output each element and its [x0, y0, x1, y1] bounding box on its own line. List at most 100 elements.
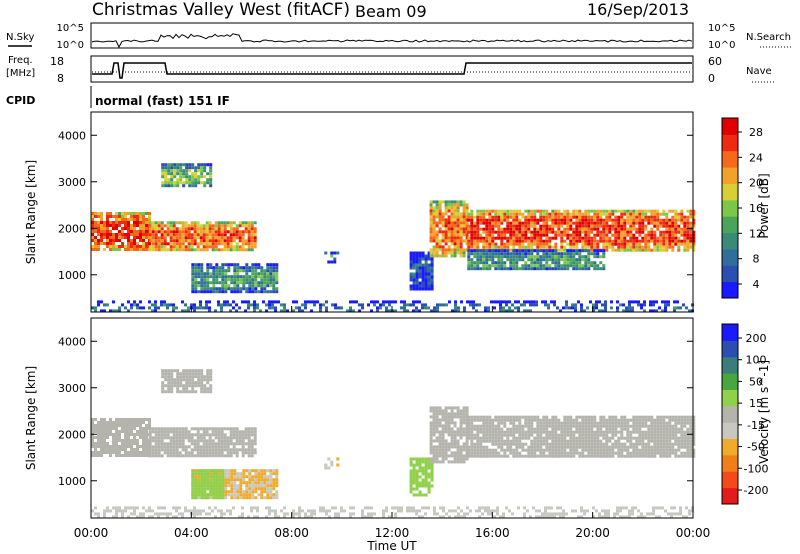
- heatmap-cell: [247, 221, 251, 225]
- heatmap-cell: [614, 227, 618, 231]
- heatmap-cell: [160, 448, 164, 452]
- heatmap-cell: [190, 224, 194, 228]
- heatmap-cell: [459, 233, 463, 237]
- heatmap-cell: [444, 418, 448, 422]
- heatmap-cell: [551, 424, 555, 428]
- heatmap-cell: [254, 490, 258, 494]
- heatmap-cell: [214, 233, 218, 237]
- heatmap-cell: [671, 245, 675, 249]
- heatmap-cell: [473, 261, 477, 265]
- heatmap-cell: [605, 215, 609, 219]
- heatmap-cell: [109, 418, 112, 421]
- heatmap-cell: [482, 433, 486, 437]
- heatmap-cell: [310, 300, 313, 304]
- heatmap-cell: [628, 309, 631, 313]
- heatmap-cell: [242, 275, 246, 279]
- heatmap-cell: [617, 418, 621, 422]
- heatmap-cell: [182, 384, 186, 388]
- heatmap-cell: [491, 255, 495, 259]
- heatmap-cell: [218, 481, 222, 485]
- heatmap-cell: [524, 264, 528, 268]
- heatmap-cell: [227, 472, 231, 476]
- heatmap-cell: [638, 433, 642, 437]
- heatmap-cell: [572, 230, 576, 234]
- heatmap-cell: [432, 212, 436, 216]
- heatmap-cell: [665, 218, 669, 222]
- heatmap-cell: [450, 460, 454, 464]
- heatmap-cell: [221, 272, 225, 276]
- heatmap-cell: [424, 484, 428, 488]
- heatmap-cell: [560, 439, 564, 443]
- heatmap-cell: [575, 258, 579, 262]
- heatmap-cell: [614, 218, 618, 222]
- heatmap-cell: [215, 266, 219, 270]
- heatmap-cell: [193, 448, 197, 452]
- heatmap-cell: [236, 496, 240, 500]
- heatmap-cell: [253, 439, 257, 443]
- heatmap-cell: [100, 215, 103, 218]
- heatmap-cell: [194, 484, 198, 488]
- heatmap-cell: [453, 457, 457, 461]
- heatmap-cell: [203, 272, 207, 276]
- heatmap-cell: [560, 258, 564, 262]
- heatmap-cell: [647, 454, 651, 458]
- heatmap-cell: [566, 215, 570, 219]
- heatmap-cell: [212, 472, 216, 476]
- heatmap-cell: [557, 454, 561, 458]
- heatmap-cell: [325, 300, 328, 304]
- heatmap-cell: [179, 166, 183, 170]
- heatmap-cell: [133, 448, 136, 451]
- heatmap-cell: [124, 454, 127, 457]
- heatmap-cell: [635, 236, 639, 240]
- heatmap-cell: [450, 254, 454, 258]
- heatmap-cell: [638, 239, 642, 243]
- heatmap-cell: [614, 418, 618, 422]
- heatmap-cell: [638, 424, 642, 428]
- heatmap-cell: [247, 239, 251, 243]
- heatmap-cell: [239, 290, 243, 294]
- heatmap-cell: [566, 227, 570, 231]
- heatmap-cell: [491, 442, 495, 446]
- heatmap-cell: [142, 227, 145, 230]
- heatmap-cell: [121, 230, 124, 233]
- heatmap-cell: [441, 221, 445, 225]
- heatmap-cell: [139, 215, 142, 218]
- heatmap-cell: [430, 278, 434, 282]
- heatmap-cell: [415, 457, 419, 461]
- heatmap-cell: [424, 493, 428, 497]
- heatmap-cell: [244, 430, 248, 434]
- heatmap-cell: [488, 236, 492, 240]
- heatmap-cell: [212, 484, 216, 488]
- heatmap-cell: [224, 487, 228, 491]
- heatmap-cell: [530, 252, 534, 256]
- heatmap-cell: [230, 493, 234, 497]
- heatmap-cell: [467, 236, 471, 240]
- heatmap-cell: [226, 236, 230, 240]
- heatmap-cell: [450, 203, 454, 207]
- heatmap-cell: [539, 442, 543, 446]
- heatmap-cell: [584, 258, 588, 262]
- heatmap-cell: [623, 218, 627, 222]
- heatmap-cell: [112, 300, 115, 304]
- nsearch-label: N.Search: [746, 32, 791, 43]
- heatmap-cell: [635, 239, 639, 243]
- heatmap-cell: [530, 442, 534, 446]
- heatmap-cell: [248, 475, 252, 479]
- heatmap-cell: [203, 481, 207, 485]
- heatmap-cell: [647, 248, 651, 252]
- heatmap-cell: [248, 469, 252, 473]
- heatmap-cell: [106, 436, 109, 439]
- heatmap-cell: [421, 303, 424, 307]
- heatmap-cell: [596, 421, 600, 425]
- heatmap-cell: [569, 233, 573, 237]
- heatmap-cell: [239, 490, 243, 494]
- heatmap-cell: [327, 466, 331, 470]
- heatmap-cell: [406, 309, 409, 313]
- heatmap-cell: [521, 267, 525, 271]
- heatmap-cell: [260, 490, 264, 494]
- heatmap-cell: [529, 309, 532, 313]
- heatmap-cell: [97, 248, 100, 251]
- heatmap-cell: [260, 472, 264, 476]
- heatmap-cell: [459, 412, 463, 416]
- heatmap-cell: [656, 445, 660, 449]
